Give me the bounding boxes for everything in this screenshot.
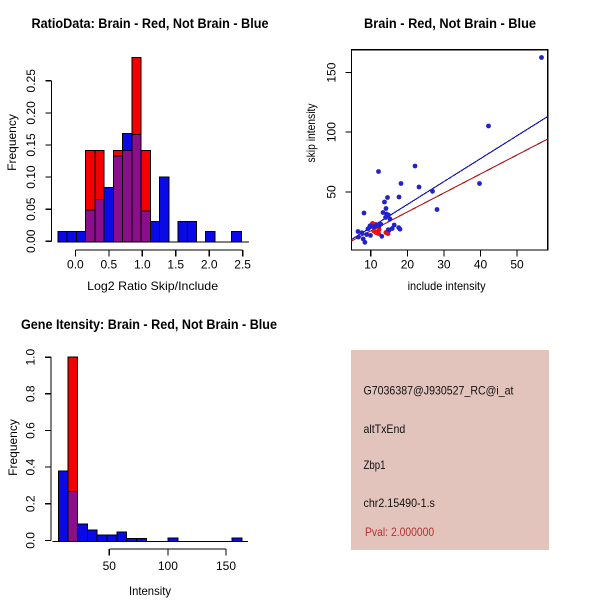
svg-text:40: 40 <box>474 258 488 272</box>
svg-text:Frequency: Frequency <box>6 419 20 476</box>
svg-text:150: 150 <box>325 62 339 82</box>
svg-text:Zbp1: Zbp1 <box>364 458 386 472</box>
svg-text:50: 50 <box>510 258 524 272</box>
svg-text:1.5: 1.5 <box>167 258 184 272</box>
svg-text:Intensity: Intensity <box>129 584 171 598</box>
svg-text:20: 20 <box>401 258 415 272</box>
svg-text:RatioData: Brain - Red, Not Br: RatioData: Brain - Red, Not Brain - Blue <box>32 16 269 31</box>
svg-text:30: 30 <box>437 258 451 272</box>
svg-text:include intensity: include intensity <box>408 279 486 293</box>
svg-text:0.10: 0.10 <box>24 165 38 189</box>
svg-text:0.20: 0.20 <box>24 101 38 125</box>
svg-text:10: 10 <box>364 258 378 272</box>
svg-text:0.05: 0.05 <box>24 197 38 221</box>
svg-text:50: 50 <box>325 185 339 199</box>
svg-text:0.00: 0.00 <box>24 229 38 253</box>
svg-text:1.0: 1.0 <box>134 258 151 272</box>
svg-text:skip intensity: skip intensity <box>304 104 318 163</box>
svg-text:0.2: 0.2 <box>24 495 38 512</box>
svg-text:0.15: 0.15 <box>24 133 38 157</box>
svg-text:2.0: 2.0 <box>201 258 218 272</box>
svg-text:2.5: 2.5 <box>234 258 251 272</box>
svg-text:Brain - Red, Not Brain - Blue: Brain - Red, Not Brain - Blue <box>364 16 536 31</box>
svg-text:0.6: 0.6 <box>24 422 38 439</box>
svg-text:0.0: 0.0 <box>24 532 38 549</box>
svg-text:G7036387@J930527_RC@i_at: G7036387@J930527_RC@i_at <box>364 384 515 398</box>
svg-text:100: 100 <box>158 559 178 573</box>
svg-text:Pval: 2.000000: Pval: 2.000000 <box>365 525 434 539</box>
svg-text:0.5: 0.5 <box>101 258 118 272</box>
svg-text:50: 50 <box>103 559 117 573</box>
svg-text:Gene Itensity: Brain - Red, No: Gene Itensity: Brain - Red, Not Brain - … <box>21 317 277 332</box>
svg-text:Log2 Ratio Skip/Include: Log2 Ratio Skip/Include <box>87 279 218 293</box>
svg-text:Frequency: Frequency <box>5 114 19 171</box>
svg-text:100: 100 <box>325 122 339 142</box>
svg-text:1.0: 1.0 <box>24 349 38 366</box>
svg-text:150: 150 <box>216 559 236 573</box>
svg-text:0.25: 0.25 <box>24 69 38 93</box>
svg-text:0.8: 0.8 <box>24 385 38 402</box>
svg-text:chr2.15490-1.s: chr2.15490-1.s <box>364 496 435 510</box>
svg-text:0.0: 0.0 <box>67 258 84 272</box>
svg-text:0.4: 0.4 <box>24 458 38 475</box>
svg-text:altTxEnd: altTxEnd <box>364 422 406 436</box>
